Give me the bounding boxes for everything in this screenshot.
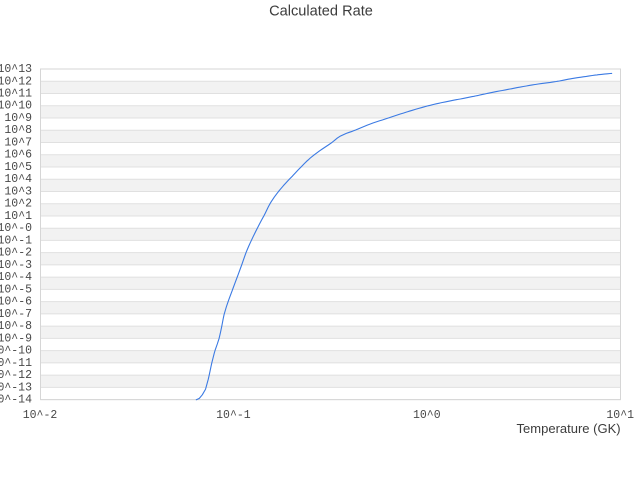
svg-text:10^5: 10^5 (4, 161, 32, 174)
svg-text:10^3: 10^3 (4, 185, 32, 198)
svg-text:10^12: 10^12 (0, 75, 32, 88)
svg-text:10^-12: 10^-12 (0, 369, 32, 382)
svg-text:10^-8: 10^-8 (0, 320, 32, 333)
svg-text:10^-2: 10^-2 (23, 409, 58, 422)
svg-text:10^-1: 10^-1 (216, 409, 251, 422)
svg-text:10^4: 10^4 (4, 173, 32, 186)
svg-text:10^0: 10^0 (413, 409, 441, 422)
svg-text:10^-9: 10^-9 (0, 332, 32, 345)
svg-text:10^9: 10^9 (4, 112, 32, 125)
svg-text:10^-10: 10^-10 (0, 345, 32, 358)
svg-text:10^1: 10^1 (4, 210, 32, 223)
svg-text:10^7: 10^7 (4, 136, 32, 149)
svg-text:10^6: 10^6 (4, 149, 32, 162)
svg-text:10^1: 10^1 (606, 409, 634, 422)
svg-text:10^-6: 10^-6 (0, 296, 32, 309)
svg-text:10^-7: 10^-7 (0, 308, 32, 321)
svg-text:Calculated Rate: Calculated Rate (269, 4, 373, 20)
svg-text:10^-11: 10^-11 (0, 357, 32, 370)
svg-text:10^-1: 10^-1 (0, 234, 32, 247)
svg-text:10^11: 10^11 (0, 87, 32, 100)
svg-text:10^-2: 10^-2 (0, 247, 32, 260)
svg-text:10^-14: 10^-14 (0, 394, 32, 407)
svg-text:10^10: 10^10 (0, 100, 32, 113)
svg-text:10^-5: 10^-5 (0, 283, 32, 296)
svg-text:Temperature (GK): Temperature (GK) (517, 421, 621, 436)
svg-text:10^-13: 10^-13 (0, 381, 32, 394)
svg-text:10^-3: 10^-3 (0, 259, 32, 272)
svg-text:10^13: 10^13 (0, 63, 32, 76)
svg-text:10^-4: 10^-4 (0, 271, 32, 284)
svg-text:10^-0: 10^-0 (0, 222, 32, 235)
svg-text:10^2: 10^2 (4, 198, 32, 211)
svg-text:10^8: 10^8 (4, 124, 32, 137)
